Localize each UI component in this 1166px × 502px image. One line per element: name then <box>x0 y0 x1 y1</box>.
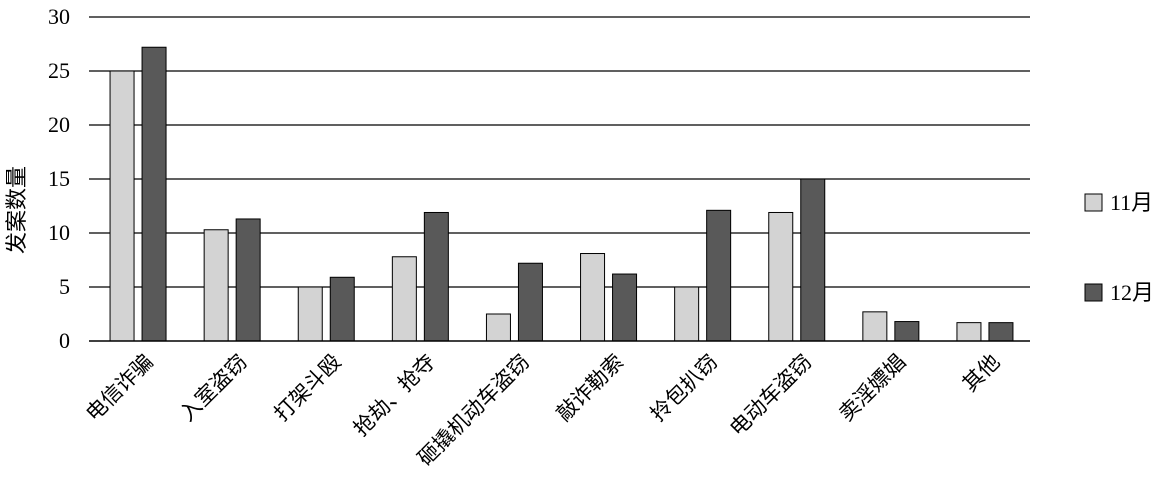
x-category-label: 电信诈骗 <box>81 350 157 426</box>
x-category-label: 抢劫、抢夺 <box>349 350 440 441</box>
bar-series1 <box>956 322 982 342</box>
bar-series1 <box>297 286 323 342</box>
x-category-label: 卖淫嫖娼 <box>834 350 910 426</box>
bar-series1 <box>580 253 606 342</box>
legend-label: 12月 <box>1110 280 1154 305</box>
gridlines <box>89 16 1030 288</box>
bar-series2 <box>612 273 638 342</box>
bar-series2 <box>141 46 167 342</box>
bar-series2 <box>517 262 543 342</box>
bar-series1 <box>862 311 888 342</box>
y-tick-label: 10 <box>48 220 70 245</box>
x-category-label: 电动车盗窃 <box>725 350 816 441</box>
bar-series1 <box>109 70 135 342</box>
legend-swatch <box>1084 283 1103 302</box>
x-category-label: 拎包扒窃 <box>646 350 722 426</box>
y-tick-label: 30 <box>48 4 70 29</box>
bar-series1 <box>391 256 417 342</box>
y-tick-label: 20 <box>48 112 70 137</box>
bars <box>109 46 1014 342</box>
bar-series2 <box>894 321 920 342</box>
x-category-label: 打架斗殴 <box>269 350 345 426</box>
bar-series2 <box>423 211 449 342</box>
x-category-label: 入室盗窃 <box>175 350 251 426</box>
bar-series2 <box>988 322 1014 342</box>
y-tick-label: 15 <box>48 166 70 191</box>
bar-series1 <box>203 229 229 342</box>
x-category-label: 其他 <box>958 350 1005 397</box>
y-tick-label: 5 <box>59 274 70 299</box>
bar-series2 <box>329 276 355 342</box>
bar-series2 <box>800 178 826 342</box>
y-tick-label: 25 <box>48 58 70 83</box>
bar-series1 <box>674 286 700 342</box>
x-category-label: 敲诈勒索 <box>552 350 628 426</box>
bar-series1 <box>768 211 794 342</box>
bar-series2 <box>235 218 261 342</box>
bar-series1 <box>485 313 511 342</box>
y-tick-label: 0 <box>59 328 70 353</box>
bar-series2 <box>706 209 732 342</box>
legend-swatch <box>1084 193 1103 212</box>
legend: 11月 12月 <box>1084 190 1154 305</box>
y-axis-label: 发案数量 <box>5 166 30 254</box>
y-axis-ticks: 0 5 10 15 20 25 30 <box>48 4 70 353</box>
legend-label: 11月 <box>1110 190 1153 215</box>
